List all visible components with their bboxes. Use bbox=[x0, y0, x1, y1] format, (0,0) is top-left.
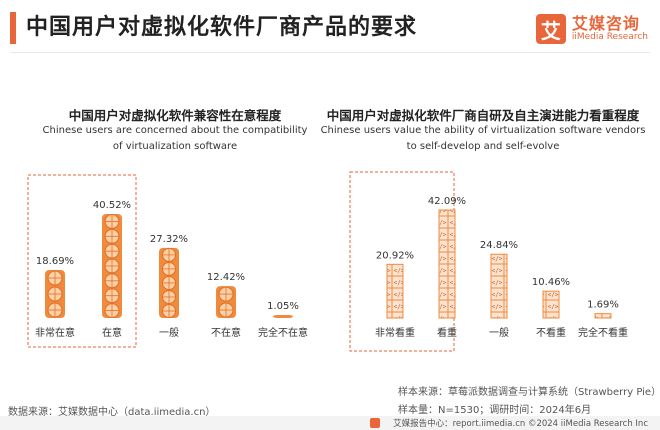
bar-5 bbox=[594, 313, 612, 319]
left-bar-chart: 18.69% 非常在意 40.52% 在意 27.32% 一般 12.42% 不在意 1.05%… bbox=[27, 174, 308, 348]
bar-3 bbox=[490, 253, 508, 319]
bar-1 bbox=[45, 270, 65, 318]
value-label: 20.92% bbox=[376, 250, 414, 261]
right-chart-subtitle: Chinese users value the ability of virtu… bbox=[320, 125, 646, 152]
page-title: 中国用户对虚拟化软件厂商产品的要求 bbox=[26, 15, 418, 40]
category-label: 非常在意 bbox=[35, 326, 75, 339]
logo-text: 艾媒咨询 iiMedia Research bbox=[572, 15, 648, 42]
category-label: 不在意 bbox=[211, 326, 241, 339]
bar-3 bbox=[159, 247, 179, 318]
left-chart-title: 中国用户对虚拟化软件兼容性在意程度 bbox=[68, 108, 282, 123]
value-label: 1.05% bbox=[267, 301, 299, 312]
value-label: 18.69% bbox=[36, 256, 74, 267]
value-label: 1.69% bbox=[587, 300, 619, 311]
data-source-note: 数据来源：艾媒数据中心（data.iimedia.cn） bbox=[8, 407, 216, 418]
category-label: 在意 bbox=[102, 326, 122, 339]
category-label: 一般 bbox=[159, 326, 179, 339]
title-accent-bar bbox=[10, 12, 16, 44]
logo-name-cn: 艾媒咨询 bbox=[571, 14, 640, 34]
left-chart-subtitle: Chinese users are concerned about the co… bbox=[42, 125, 308, 152]
brand-logo: 艾 艾媒咨询 iiMedia Research bbox=[535, 14, 648, 44]
report-center-icon bbox=[370, 418, 380, 428]
right-bar-chart: 20.92% 非常看重 42.09% 看重 24.84% 一般 10.46% 不看重 1.69%… bbox=[349, 171, 628, 352]
category-label: 非常看重 bbox=[375, 326, 415, 339]
bottom-strip bbox=[0, 416, 660, 430]
header-divider bbox=[10, 52, 650, 53]
value-label: 10.46% bbox=[532, 277, 570, 288]
bar-2 bbox=[102, 214, 122, 319]
category-label: 看重 bbox=[437, 326, 457, 339]
value-label: 12.42% bbox=[207, 272, 245, 283]
value-label: 42.09% bbox=[428, 196, 466, 207]
logo-icon: 艾 bbox=[535, 14, 566, 44]
value-label: 27.32% bbox=[150, 234, 188, 245]
bar-body bbox=[273, 315, 293, 318]
bar-1 bbox=[386, 263, 404, 319]
bar-5 bbox=[273, 315, 293, 318]
logo-name-en: iiMedia Research bbox=[571, 31, 648, 42]
category-label: 不看重 bbox=[536, 326, 566, 339]
highlight-box bbox=[349, 171, 455, 352]
bar-2 bbox=[438, 209, 456, 319]
bar-4 bbox=[542, 290, 560, 319]
sample-size-note: 样本量：N=1530；调研时间：2024年6月 bbox=[398, 405, 592, 416]
bottom-copyright: 艾媒报告中心：report.iimedia.cn ©2024 iiMedia R… bbox=[393, 419, 648, 429]
value-label: 24.84% bbox=[480, 240, 518, 251]
sample-source-note: 样本来源：草莓派数据调查与计算系统（Strawberry Pie） bbox=[398, 387, 660, 398]
right-chart-title: 中国用户对虚拟化软件厂商自研及自主演进能力看重程度 bbox=[326, 108, 640, 123]
category-label: 完全不在意 bbox=[258, 326, 308, 339]
category-label: 一般 bbox=[489, 326, 509, 339]
category-label: 完全不看重 bbox=[578, 326, 628, 339]
bar-4 bbox=[216, 286, 236, 318]
value-label: 40.52% bbox=[93, 200, 131, 211]
